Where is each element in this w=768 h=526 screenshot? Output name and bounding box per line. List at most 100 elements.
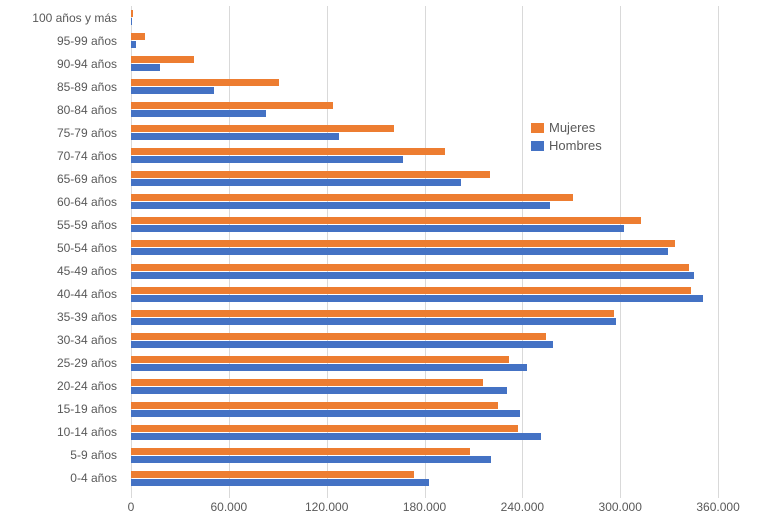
category-label: 15-19 años — [56, 402, 117, 417]
bar-mujeres — [131, 401, 498, 409]
bar-hombres — [131, 271, 694, 279]
bar-mujeres — [131, 10, 134, 18]
bar-hombres — [131, 18, 132, 26]
category-label: 85-89 años — [56, 79, 117, 94]
bar-hombres — [131, 87, 215, 95]
bar-mujeres — [131, 447, 471, 455]
category-label: 55-59 años — [56, 217, 117, 232]
bar-row — [131, 29, 767, 52]
bar-row — [131, 329, 767, 352]
bar-hombres — [131, 294, 703, 302]
bar-row — [131, 260, 767, 283]
bar-row — [131, 398, 767, 421]
bar-hombres — [131, 110, 267, 118]
bar-mujeres — [131, 217, 642, 225]
x-axis-tick-labels: 0 60.000 120.000 180.000 240.000 300.000 360.0… — [128, 498, 767, 518]
bar-hombres — [131, 41, 136, 49]
x-tick-label: 180.000 — [402, 500, 447, 514]
x-tick-label: 0 — [127, 500, 135, 514]
category-label: 10-14 años — [56, 425, 117, 440]
category-label: 75-79 años — [56, 125, 117, 140]
bar-row — [131, 375, 767, 398]
bar-mujeres — [131, 102, 334, 110]
legend-swatch-hombres — [531, 140, 544, 151]
legend-label: Hombres — [549, 138, 602, 153]
bar-row — [131, 75, 767, 98]
bar-row — [131, 421, 767, 444]
category-label: 65-69 años — [56, 171, 117, 186]
bar-hombres — [131, 179, 462, 187]
category-label: 0-4 años — [70, 471, 117, 486]
bar-mujeres — [131, 470, 414, 478]
x-tick-label: 120.000 — [304, 500, 349, 514]
bar-row — [131, 121, 767, 144]
category-label: 95-99 años — [56, 33, 117, 48]
legend-label: Mujeres — [549, 120, 596, 135]
category-label: 45-49 años — [56, 264, 117, 279]
bar-mujeres — [131, 332, 547, 340]
bar-mujeres — [131, 171, 490, 179]
category-label: 30-34 años — [56, 333, 117, 348]
bar-row — [131, 236, 767, 259]
bar-hombres — [131, 363, 528, 371]
category-label: 80-84 años — [56, 102, 117, 117]
bar-hombres — [131, 225, 625, 233]
bar-mujeres — [131, 355, 509, 363]
bar-mujeres — [131, 378, 484, 386]
bar-row — [131, 98, 767, 121]
legend: Mujeres Hombres — [531, 120, 602, 153]
bar-row — [131, 467, 767, 490]
bar-mujeres — [131, 309, 614, 317]
legend-item-mujeres: Mujeres — [531, 120, 602, 135]
category-label: 100 años y más — [32, 10, 117, 25]
bar-mujeres — [131, 240, 675, 248]
bar-mujeres — [131, 148, 445, 156]
bar-hombres — [131, 340, 554, 348]
bar-row — [131, 190, 767, 213]
bar-hombres — [131, 248, 668, 256]
bar-mujeres — [131, 56, 194, 64]
bar-row — [131, 306, 767, 329]
bar-row — [131, 167, 767, 190]
x-tick-label: 240.000 — [500, 500, 545, 514]
category-label: 70-74 años — [56, 148, 117, 163]
category-label: 90-94 años — [56, 56, 117, 71]
bar-row — [131, 444, 767, 467]
bar-mujeres — [131, 125, 394, 133]
gridline-360.000 — [718, 6, 720, 498]
bar-hombres — [131, 455, 491, 463]
x-tick-label: 300.000 — [598, 500, 642, 514]
bar-row — [131, 352, 767, 375]
bar-hombres — [131, 386, 507, 394]
category-label: 60-64 años — [56, 194, 117, 209]
x-tick-label: 60.000 — [210, 500, 248, 514]
bar-hombres — [131, 156, 403, 164]
category-label: 20-24 años — [56, 379, 117, 394]
bar-row — [131, 213, 767, 236]
bar-row — [131, 144, 767, 167]
bar-mujeres — [131, 286, 692, 294]
category-label: 40-44 años — [56, 287, 117, 302]
category-label: 50-54 años — [56, 240, 117, 255]
bar-row — [131, 283, 767, 306]
category-label: 5-9 años — [70, 448, 117, 463]
bar-hombres — [131, 409, 520, 417]
bar-mujeres — [131, 33, 145, 41]
bar-hombres — [131, 478, 430, 486]
category-label: 35-39 años — [56, 310, 117, 325]
bar-mujeres — [131, 263, 689, 271]
y-axis-category-labels: 100 años y más 95-99 años 90-94 años 85-89 … — [0, 6, 124, 490]
bar-row — [131, 52, 767, 75]
plot-area — [131, 6, 767, 490]
bar-hombres — [131, 432, 542, 440]
category-label: 25-29 años — [56, 356, 117, 371]
bar-hombres — [131, 202, 551, 210]
legend-item-hombres: Hombres — [531, 138, 602, 153]
legend-swatch-mujeres — [531, 122, 544, 133]
bar-hombres — [131, 64, 160, 72]
bar-row — [131, 6, 767, 29]
bar-mujeres — [131, 194, 573, 202]
bar-hombres — [131, 317, 617, 325]
bar-mujeres — [131, 424, 519, 432]
